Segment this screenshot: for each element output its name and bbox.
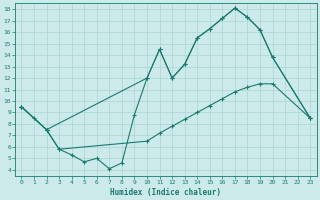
X-axis label: Humidex (Indice chaleur): Humidex (Indice chaleur) [110, 188, 221, 197]
